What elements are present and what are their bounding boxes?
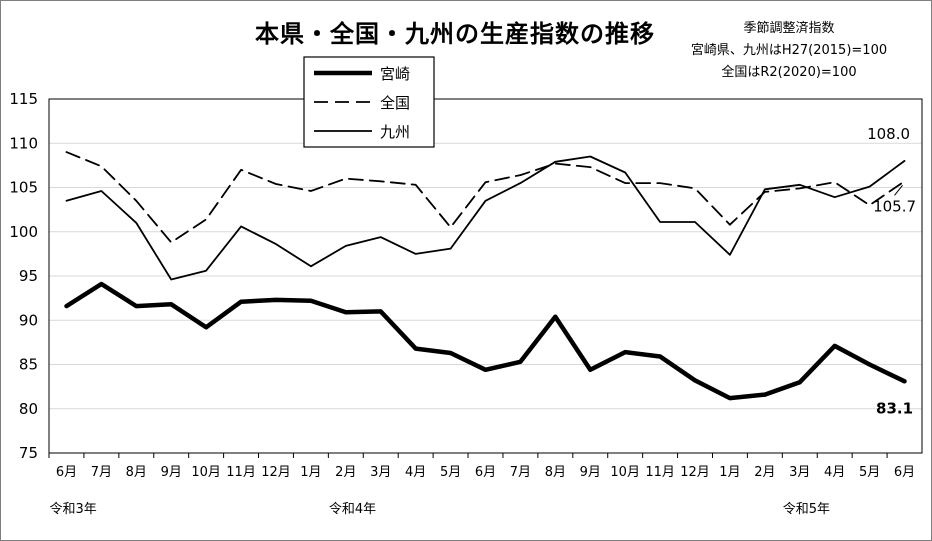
x-tick-label: 10月 <box>191 465 221 480</box>
x-tick-label: 4月 <box>824 465 845 480</box>
series-line-九州 <box>65 155 906 281</box>
x-tick-label: 12月 <box>680 465 710 480</box>
x-tick-label: 11月 <box>645 465 675 480</box>
y-tick-label: 95 <box>19 267 38 285</box>
legend-label-宮崎: 宮崎 <box>380 65 410 83</box>
x-tick-label: 7月 <box>510 465 531 480</box>
legend-label-全国: 全国 <box>380 94 410 112</box>
y-tick-label: 80 <box>19 400 38 418</box>
x-tick-label: 8月 <box>126 465 147 480</box>
x-tick-labels: 6月 7月 8月 9月 10月 11月 12月 1月 2月 3月 4月 5月 6月 7月 8月 9月 10月 11… <box>56 465 915 480</box>
series-line-全国 <box>65 151 906 244</box>
year-labels: 令和3年 令和4年 令和5年 <box>49 502 830 517</box>
y-tick-label: 105 <box>9 179 38 197</box>
axes <box>48 98 923 458</box>
data-labels: 108.0 105.7 83.1 <box>867 125 916 417</box>
year-label: 令和3年 <box>49 502 96 517</box>
index-note-line-2: 宮崎県、九州はH27(2015)=100 <box>690 43 888 58</box>
x-tick-label: 12月 <box>261 465 291 480</box>
x-tick-label: 9月 <box>580 465 601 480</box>
leader-line <box>894 184 903 196</box>
x-tick-label: 1月 <box>300 465 321 480</box>
grid <box>49 98 922 410</box>
series-line-宮崎 <box>64 281 907 401</box>
y-tick-label: 100 <box>9 223 38 241</box>
plot-area <box>48 98 923 454</box>
x-tick-label: 7月 <box>91 465 112 480</box>
x-tick-label: 11月 <box>226 465 256 480</box>
x-tick-label: 2月 <box>754 465 775 480</box>
x-tick-label: 2月 <box>335 465 356 480</box>
index-note-line-1: 季節調整済指数 <box>743 21 835 36</box>
year-label: 令和4年 <box>329 502 376 517</box>
index-note: 季節調整済指数 宮崎県、九州はH27(2015)=100 全国はR2(2020)… <box>664 18 914 84</box>
y-tick-labels: 75 80 85 90 95 100 105 110 115 <box>9 90 38 462</box>
data-label-宮崎: 83.1 <box>876 399 913 417</box>
x-tick-label: 8月 <box>545 465 566 480</box>
year-label: 令和5年 <box>783 502 830 517</box>
x-tick-label: 6月 <box>56 465 77 480</box>
chart-title: 本県・全国・九州の生産指数の推移 <box>255 20 655 48</box>
x-tick-label: 1月 <box>719 465 740 480</box>
data-label-九州: 108.0 <box>867 125 910 143</box>
y-tick-label: 85 <box>19 356 38 374</box>
y-tick-label: 115 <box>9 90 38 108</box>
x-tick-label: 4月 <box>405 465 426 480</box>
x-tick-label: 6月 <box>475 465 496 480</box>
x-tick-label: 3月 <box>370 465 391 480</box>
index-note-line-3: 全国はR2(2020)=100 <box>721 65 857 80</box>
data-label-全国: 105.7 <box>873 197 916 215</box>
legend-label-九州: 九州 <box>380 123 410 141</box>
y-tick-label: 110 <box>9 134 38 152</box>
x-tick-label: 5月 <box>859 465 880 480</box>
x-tick-label: 6月 <box>894 465 915 480</box>
x-tick-label: 3月 <box>789 465 810 480</box>
y-tick-label: 90 <box>19 311 38 329</box>
x-tick-label: 9月 <box>161 465 182 480</box>
series-lines <box>64 151 907 401</box>
x-tick-label: 5月 <box>440 465 461 480</box>
x-tick-label: 10月 <box>610 465 640 480</box>
y-tick-label: 75 <box>19 444 38 462</box>
